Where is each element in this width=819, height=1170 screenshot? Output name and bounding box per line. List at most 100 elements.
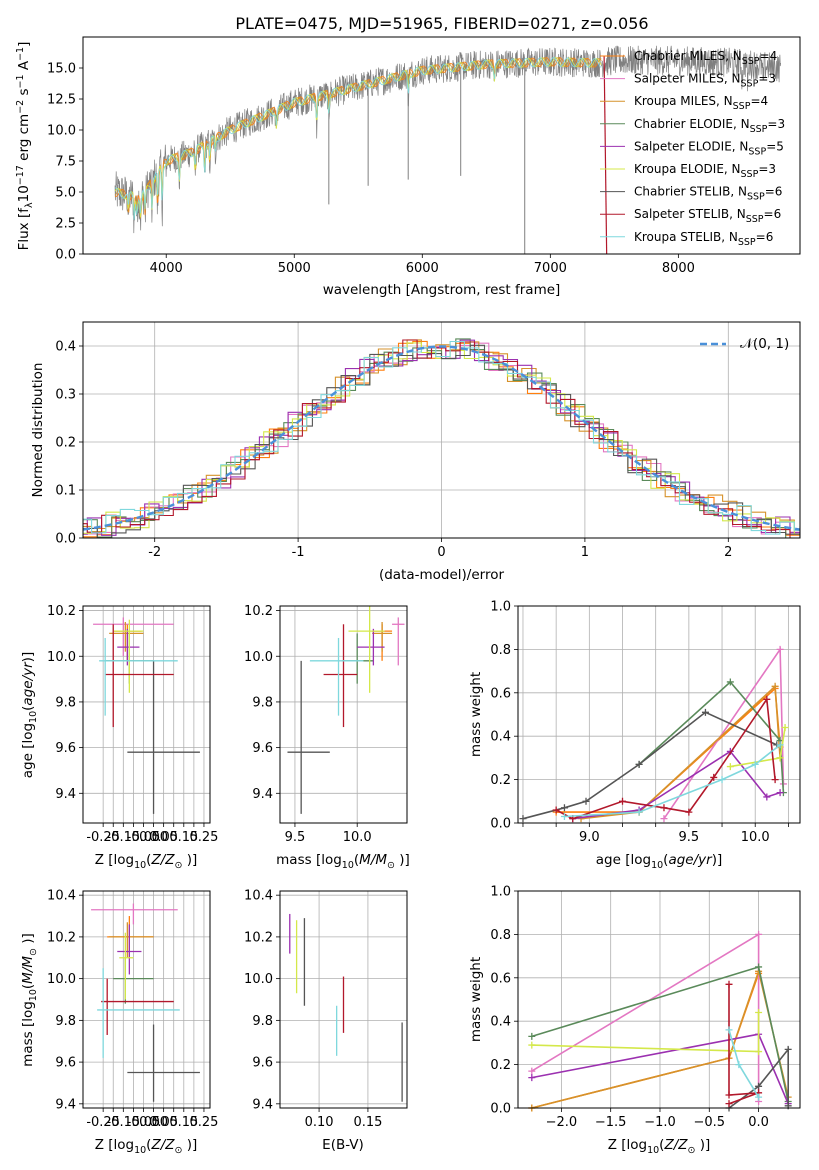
age_vs_Z-axes: -0.25-0.15-0.050.000.050.150.25 9.4 9.6 9.8… [47, 604, 218, 845]
y-tick-label: 15.0 [47, 62, 76, 77]
massweight_vs_Z-series [528, 930, 792, 1112]
y-tick-label: 10.0 [244, 650, 273, 665]
mass-weight-marker [781, 724, 789, 732]
x-tick-label: −1.5 [595, 1115, 627, 1130]
mass-weight-line [638, 680, 785, 793]
mass-weight-line [728, 1029, 760, 1098]
y-tick-label: 9.8 [55, 1014, 76, 1029]
errorbar-point [127, 660, 200, 814]
y-tick-label: 0.8 [490, 928, 511, 943]
residual-histogram-7 [83, 339, 800, 538]
mass-weight-marker [784, 1045, 792, 1053]
mass-weight-line [728, 984, 759, 1105]
errorbar-point [97, 968, 180, 1058]
x-tick-label: −0.5 [693, 1115, 725, 1130]
y-tick-label: 0.6 [490, 971, 511, 986]
mass-weight-line [580, 684, 781, 820]
y-tick-label: 1.0 [490, 600, 511, 615]
mass-weight-marker [776, 645, 784, 653]
y-tick-label: 12.5 [47, 93, 76, 108]
x-tick-label: 0.05 [149, 1115, 178, 1130]
legend-entry: Salpeter MILES, NSSP=3 [634, 72, 776, 90]
mass-weight-marker [552, 806, 560, 814]
mass-weight-marker [710, 773, 718, 781]
y-tick-label: 9.8 [55, 695, 76, 710]
x-tick-label: 0.15 [353, 1115, 382, 1130]
plot-panels: 4000 5000 6000 7000 80000.02.55.07.510.012.5… [15, 36, 801, 1156]
legend-entry: Salpeter STELIB, NSSP=6 [634, 207, 781, 225]
legend-entry: Kroupa STELIB, NSSP=6 [634, 230, 773, 248]
mass-weight-line [531, 932, 760, 1102]
x-tick-label: -0.25 [86, 1115, 120, 1130]
y-tick-label: 10.0 [47, 972, 76, 987]
residual-histogram-8 [83, 340, 800, 535]
errorbar-point [93, 617, 174, 657]
x-tick-label: 0.00 [139, 1115, 168, 1130]
model-spectrum-line [114, 57, 602, 219]
legend-entry: Salpeter ELODIE, NSSP=5 [634, 139, 784, 157]
y-tick-label: 0.0 [55, 248, 76, 263]
x-tick-label: 0.10 [305, 1115, 334, 1130]
age_vs_mass-frame [279, 605, 408, 824]
x-tick-label: 9.5 [679, 830, 700, 845]
errorbar-point [119, 932, 134, 1000]
mass-weight-marker [528, 1032, 536, 1040]
mass_vs_Z-points [91, 903, 200, 1102]
y-tick-label: 9.4 [55, 1097, 76, 1112]
x-tick-label: 7000 [534, 261, 567, 276]
mass-weight-marker [776, 741, 784, 749]
mass-vs-z-x-label: Z [log10(Z/Z⊙ )] [95, 1137, 198, 1156]
mass_vs_Z-axes: -0.25-0.15-0.050.000.050.150.25 9.4 9.6 9.8… [47, 889, 218, 1130]
y-tick-label: 0.4 [55, 340, 76, 355]
y-tick-label: 1.0 [490, 885, 511, 900]
y-tick-label: 0.0 [490, 1102, 511, 1117]
mass-vs-z-y-label: mass [log10(M/M⊙ )] [20, 933, 39, 1067]
legend-entry: Chabrier ELODIE, NSSP=3 [634, 117, 785, 135]
mass-weight-marker [771, 682, 779, 690]
legend-entry: Chabrier STELIB, NSSP=6 [634, 185, 782, 203]
mass-weight-marker [660, 804, 668, 812]
x-tick-label: 0.05 [149, 830, 178, 845]
x-tick-label: 10.0 [741, 830, 770, 845]
age-vs-z-y-label: age [log10(age/yr)] [20, 652, 39, 778]
x-tick-label: 0 [437, 545, 445, 560]
age_vs_Z-frame [82, 605, 211, 824]
errorbar-point [357, 628, 385, 666]
residuals-frame [82, 321, 801, 539]
spectrum-x-label: wavelength [Angstrom, rest frame] [323, 282, 561, 298]
y-tick-label: 9.6 [55, 1056, 76, 1071]
y-tick-label: 0.3 [55, 388, 76, 403]
x-tick-label: -0.05 [127, 830, 161, 845]
x-tick-label: -0.15 [106, 1115, 140, 1130]
model-spectrum-line [114, 57, 602, 218]
x-tick-label: 0.00 [139, 830, 168, 845]
massweight-vs-z-x-label: Z [log10(Z/Z⊙ )] [608, 1137, 711, 1156]
figure-title: PLATE=0475, MJD=51965, FIBERID=0271, z=0… [235, 14, 648, 33]
x-tick-label: 1 [581, 545, 589, 560]
residuals-histograms [83, 338, 800, 538]
mass-weight-marker [560, 804, 568, 812]
mass-weight-marker [755, 1093, 763, 1101]
y-tick-label: 10.0 [244, 972, 273, 987]
y-tick-label: 9.6 [252, 1056, 273, 1071]
mass-weight-marker [755, 1048, 763, 1056]
errorbar-point [101, 978, 174, 1035]
mass-weight-marker [725, 1091, 733, 1099]
x-tick-label: 0.25 [189, 830, 218, 845]
y-tick-label: 0.2 [490, 1058, 511, 1073]
errorbar-point [113, 619, 144, 693]
mass_vs_EBV-axes: 0.10 0.15 9.4 9.6 9.8 10.0 10.2 10.4 [244, 889, 407, 1130]
x-tick-label: 9.5 [285, 830, 306, 845]
y-tick-label: 9.8 [252, 1014, 273, 1029]
mass-weight-marker [735, 1061, 743, 1069]
y-tick-label: 0.0 [490, 817, 511, 832]
errorbar-point [117, 628, 140, 666]
y-tick-label: 9.4 [252, 1097, 273, 1112]
mass-weight-marker [660, 815, 668, 823]
mass-weight-marker [701, 708, 709, 716]
model-spectrum-line [114, 57, 602, 216]
x-tick-label: 9.0 [579, 830, 600, 845]
y-tick-label: 2.5 [55, 217, 76, 232]
y-tick-label: 9.8 [252, 695, 273, 710]
mass-weight-marker [528, 1041, 536, 1049]
